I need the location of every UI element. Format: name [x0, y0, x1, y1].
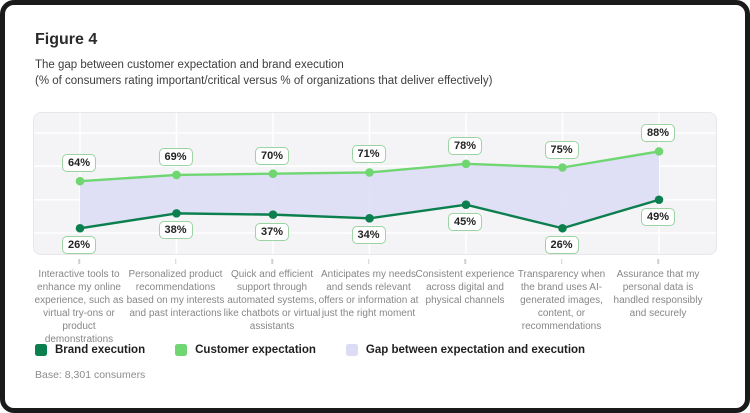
brand-execution-swatch — [35, 344, 47, 356]
data-label-execution: 49% — [640, 207, 676, 226]
data-label-expectation: 78% — [447, 136, 483, 155]
data-label-execution: 34% — [351, 226, 386, 245]
customer-expectation-swatch — [175, 344, 188, 356]
data-label-expectation: 69% — [158, 147, 193, 166]
data-label-expectation: 88% — [640, 124, 676, 143]
data-label-expectation: 70% — [254, 146, 290, 165]
axis-tick — [174, 259, 177, 264]
axis-tick — [657, 259, 659, 264]
data-label-execution: 26% — [61, 236, 97, 255]
category-label: Interactive tools to enhance my online e… — [34, 269, 124, 345]
legend-item-brand-execution: Brand execution — [35, 344, 145, 356]
data-label-expectation: 71% — [351, 145, 386, 164]
data-label-execution: 38% — [158, 221, 193, 240]
base-note: Base: 8,301 consumers — [35, 369, 146, 381]
axis-tick — [464, 259, 466, 264]
axis-tick — [271, 259, 273, 264]
figure-subtitle-line1: The gap between customer expectation and… — [35, 59, 344, 71]
category-label: Transparency when the brand uses AI-gene… — [517, 269, 606, 332]
category-label: Anticipates my needs and sends relevant … — [318, 269, 419, 319]
legend-label-customer-expectation: Customer expectation — [195, 344, 316, 356]
legend-item-gap: Gap between expectation and execution — [345, 344, 586, 356]
category-label: Assurance that my personal data is handl… — [613, 269, 703, 319]
data-label-expectation: 75% — [544, 140, 579, 159]
figure-subtitle-line2: (% of consumers rating important/critica… — [35, 75, 493, 87]
data-label-execution: 37% — [254, 222, 290, 241]
axis-tick — [78, 259, 80, 264]
legend-item-customer-expectation: Customer expectation — [175, 344, 316, 356]
category-label: Consistent experience across digital and… — [415, 269, 515, 306]
legend-label-gap: Gap between expectation and execution — [365, 344, 586, 356]
figure-title: Figure 4 — [35, 31, 98, 48]
gap-swatch — [345, 344, 358, 356]
legend-label-brand-execution: Brand execution — [55, 344, 146, 356]
data-label-execution: 45% — [447, 212, 483, 231]
figure-subtitle: The gap between customer expectation and… — [35, 57, 492, 89]
axis-tick — [560, 259, 563, 264]
category-label: Quick and efficient support through auto… — [223, 269, 321, 332]
category-label: Personalized product recommendations bas… — [126, 269, 225, 319]
data-label-execution: 26% — [544, 236, 579, 255]
axis-tick — [367, 259, 370, 264]
chart-legend: Brand execution Customer expectation Gap… — [35, 344, 585, 356]
data-label-expectation: 64% — [61, 154, 97, 173]
